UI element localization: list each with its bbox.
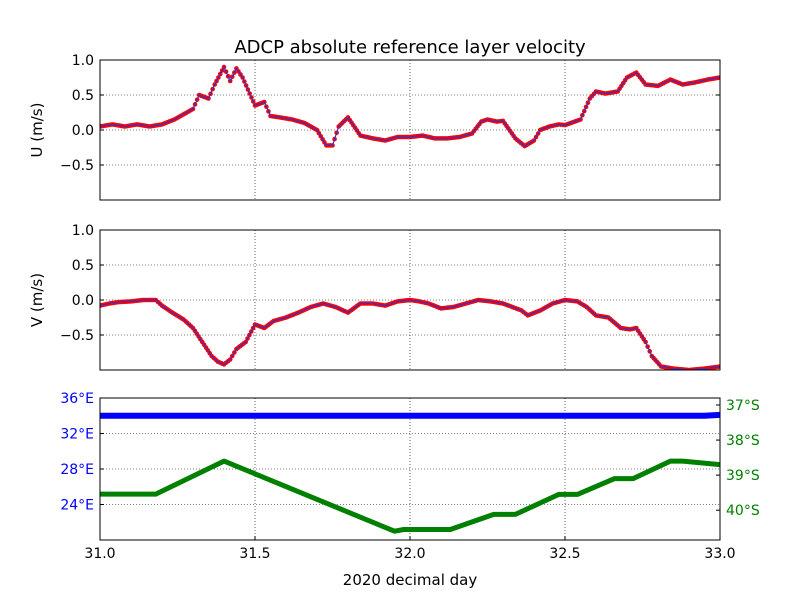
right-y-tick-label: 38°S [726,433,760,449]
v_panel: 1.0 0.5 0.0 −0.5 V (m/s) [28,223,721,371]
data-lines [100,411,720,534]
data-points [100,297,720,370]
y-axis-label: V (m/s) [28,273,46,327]
series-line [100,65,720,147]
x-tick-label: 33.0 [704,546,735,562]
series-line [100,299,720,370]
y-tick-label: −0.5 [60,158,94,174]
position_panel: 36°E 32°E 28°E 24°E 37°S 38°S 39°S 40°S 31.0 31.5… [60,391,759,589]
right-y-tick-label: 40°S [726,503,760,519]
axes-frame [99,59,721,201]
y-tick-label: −0.5 [60,328,94,344]
left-y-tick-label: 36°E [60,391,94,407]
x-tick-label: 31.0 [84,546,115,562]
latitude-line [100,458,720,534]
right-y-tick-label: 39°S [726,468,760,484]
u_panel: 1.0 0.5 0.0 −0.5 U (m/s) [28,53,721,201]
x-tick-label: 31.5 [239,546,270,562]
y-tick-label: 0.5 [72,88,94,104]
right-y-tick-label: 37°S [726,398,760,414]
y-tick-label: 0.5 [72,258,94,274]
axes-frame [99,397,721,541]
x-tick-label: 32.0 [394,546,425,562]
y-tick-label: 0.0 [72,123,94,139]
y-tick-label: 1.0 [72,53,94,69]
y-tick-label: 0.0 [72,293,94,309]
y-axis-label: U (m/s) [28,103,46,158]
left-y-tick-label: 32°E [60,427,94,443]
longitude-line [100,411,720,419]
data-points [100,64,720,149]
axes-frame [99,229,721,371]
left-y-tick-label: 24°E [60,498,94,514]
chart-title: ADCP absolute reference layer velocity [234,37,586,58]
x-axis-label: 2020 decimal day [343,571,478,589]
y-tick-label: 1.0 [72,223,94,239]
x-tick-label: 32.5 [549,546,580,562]
left-y-tick-label: 28°E [60,462,94,478]
